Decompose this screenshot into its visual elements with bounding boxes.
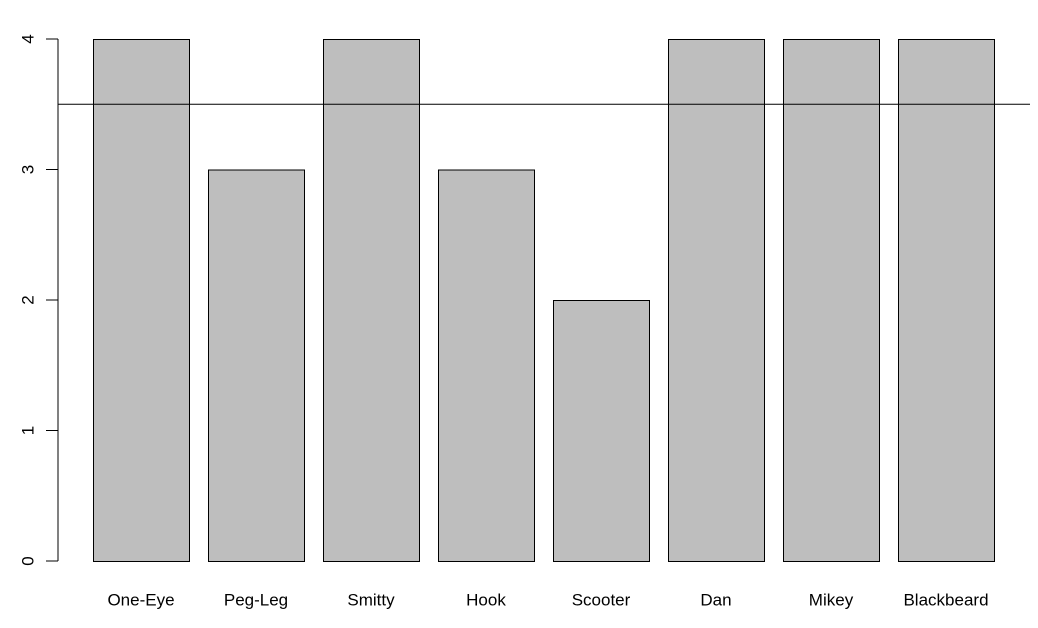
bar-hook: [438, 169, 535, 562]
category-label: Smitty: [347, 590, 395, 609]
y-tick-label: 0: [18, 556, 37, 565]
bar-blackbeard: [898, 39, 995, 562]
bar-mikey: [783, 39, 880, 562]
category-label: One-Eye: [107, 590, 174, 609]
category-label: Scooter: [572, 590, 631, 609]
category-label: Blackbeard: [903, 590, 988, 609]
category-labels: One-Eye Peg-Leg Smitty Hook Scooter Dan Mikey B…: [107, 590, 988, 609]
category-label: Mikey: [809, 590, 854, 609]
category-label: Hook: [466, 590, 506, 609]
y-tick-label: 2: [18, 295, 37, 304]
bar-peg-leg: [208, 169, 305, 562]
category-label: Dan: [700, 590, 731, 609]
category-label: Peg-Leg: [224, 590, 288, 609]
y-axis: 0 1 2 3 4: [18, 34, 59, 566]
y-tick-label: 3: [18, 165, 37, 174]
bar-one-eye: [93, 39, 190, 562]
bar-scooter: [553, 300, 650, 562]
bar-smitty: [323, 39, 420, 562]
bars: [93, 39, 995, 562]
bar-dan: [668, 39, 765, 562]
y-tick-label: 4: [18, 34, 37, 43]
y-tick-label: 1: [18, 426, 37, 435]
